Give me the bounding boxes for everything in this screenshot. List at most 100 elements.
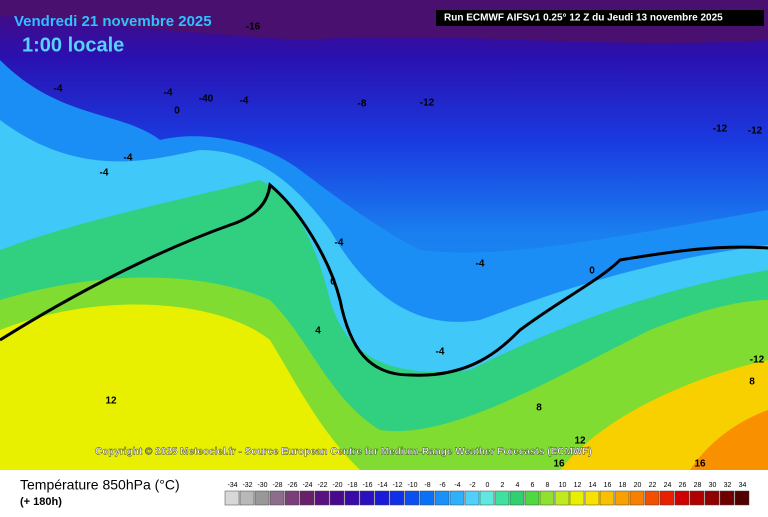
legend-label: -26	[287, 482, 297, 489]
run-info: Run ECMWF AIFSv1 0.25° 12 Z du Jeudi 13 …	[444, 13, 723, 24]
legend-swatch	[629, 490, 645, 506]
legend-label: 14	[589, 482, 597, 489]
contour-label: -4	[100, 168, 109, 179]
legend-label: 20	[634, 482, 642, 489]
contour-label: -12	[713, 124, 728, 135]
contour-label: 8	[536, 403, 542, 414]
contour-label: -4	[436, 347, 445, 358]
legend-swatch	[254, 490, 270, 506]
legend-label: -20	[332, 482, 342, 489]
legend-swatch	[269, 490, 285, 506]
contour-label: 16	[694, 459, 706, 470]
legend-label: -2	[469, 482, 475, 489]
zero-isotherm	[0, 182, 768, 377]
legend-label: 12	[574, 482, 582, 489]
legend-label: -10	[407, 482, 417, 489]
legend-swatch	[689, 490, 705, 506]
contour-label: -12	[750, 355, 765, 366]
contour-label: -4	[54, 84, 63, 95]
legend-swatch	[569, 490, 585, 506]
legend-label: -14	[377, 482, 387, 489]
legend-label: -12	[392, 482, 402, 489]
copyright: Copyright © 2025 Meteociel.fr - Source E…	[95, 447, 592, 458]
legend-swatch	[644, 490, 660, 506]
legend-swatch	[329, 490, 345, 506]
legend-label: -34	[227, 482, 237, 489]
legend-label: 30	[709, 482, 717, 489]
legend-swatch	[539, 490, 555, 506]
run-box	[436, 10, 764, 26]
legend-swatch	[494, 490, 510, 506]
legend-swatch	[224, 490, 240, 506]
contour-label: -40	[199, 94, 214, 105]
date: Vendredi 21 novembre 2025	[14, 13, 212, 30]
legend-swatch	[359, 490, 375, 506]
legend-swatch	[404, 490, 420, 506]
legend-label: 18	[619, 482, 627, 489]
time: 1:00 locale	[22, 34, 124, 56]
legend-swatch	[674, 490, 690, 506]
legend-label: -6	[439, 482, 445, 489]
legend-label: 10	[559, 482, 567, 489]
legend-swatch	[584, 490, 600, 506]
contour-label: 0	[330, 277, 336, 288]
legend-label: -24	[302, 482, 312, 489]
legend-label: -28	[272, 482, 282, 489]
contour-label: -4	[240, 96, 249, 107]
legend-title: Température 850hPa (°C)	[20, 477, 180, 493]
legend-label: -32	[242, 482, 252, 489]
contour-label: 12	[105, 396, 117, 407]
contour-label: 16	[553, 459, 565, 470]
contour-label: -12	[420, 98, 435, 109]
contour-label: -4	[164, 88, 173, 99]
legend-label: 32	[724, 482, 732, 489]
legend-swatch	[434, 490, 450, 506]
legend-label: 16	[604, 482, 612, 489]
legend-label: 22	[649, 482, 657, 489]
contour-label: -12	[748, 126, 763, 137]
lead-time: (+ 180h)	[20, 496, 62, 508]
legend-label: 24	[664, 482, 672, 489]
legend-label: 0	[486, 482, 490, 489]
contour-label: -4	[476, 259, 485, 270]
legend-swatch	[389, 490, 405, 506]
contour-label: 4	[315, 326, 321, 337]
region	[0, 304, 360, 470]
contour-label: 12	[574, 436, 586, 447]
legend-label: 34	[739, 482, 747, 489]
legend-label: 2	[501, 482, 505, 489]
legend-swatch	[374, 490, 390, 506]
legend-swatch	[704, 490, 720, 506]
contour-label: 0	[589, 266, 595, 277]
contour-label: 0	[174, 106, 180, 117]
legend-swatch	[314, 490, 330, 506]
legend-swatch	[464, 490, 480, 506]
contour-label: -16	[246, 22, 261, 33]
legend-swatch	[344, 490, 360, 506]
legend-swatch	[599, 490, 615, 506]
legend-label: 6	[531, 482, 535, 489]
legend-label: -8	[424, 482, 430, 489]
region	[690, 410, 768, 470]
legend-label: 8	[546, 482, 550, 489]
legend-label: -18	[347, 482, 357, 489]
legend-swatch	[659, 490, 675, 506]
contour-label: -8	[358, 99, 367, 110]
legend-swatch	[239, 490, 255, 506]
legend-swatch	[419, 490, 435, 506]
legend-swatch	[479, 490, 495, 506]
contour-label: -4	[124, 153, 133, 164]
legend-swatch	[509, 490, 525, 506]
legend-swatch	[719, 490, 735, 506]
legend-label: 26	[679, 482, 687, 489]
legend-swatch	[284, 490, 300, 506]
legend-label: -4	[454, 482, 460, 489]
legend-swatch	[299, 490, 315, 506]
legend-label: -16	[362, 482, 372, 489]
legend-label: 4	[516, 482, 520, 489]
legend-label: 28	[694, 482, 702, 489]
legend-label: -30	[257, 482, 267, 489]
contour-label: -4	[335, 238, 344, 249]
contour-label: 8	[749, 377, 755, 388]
